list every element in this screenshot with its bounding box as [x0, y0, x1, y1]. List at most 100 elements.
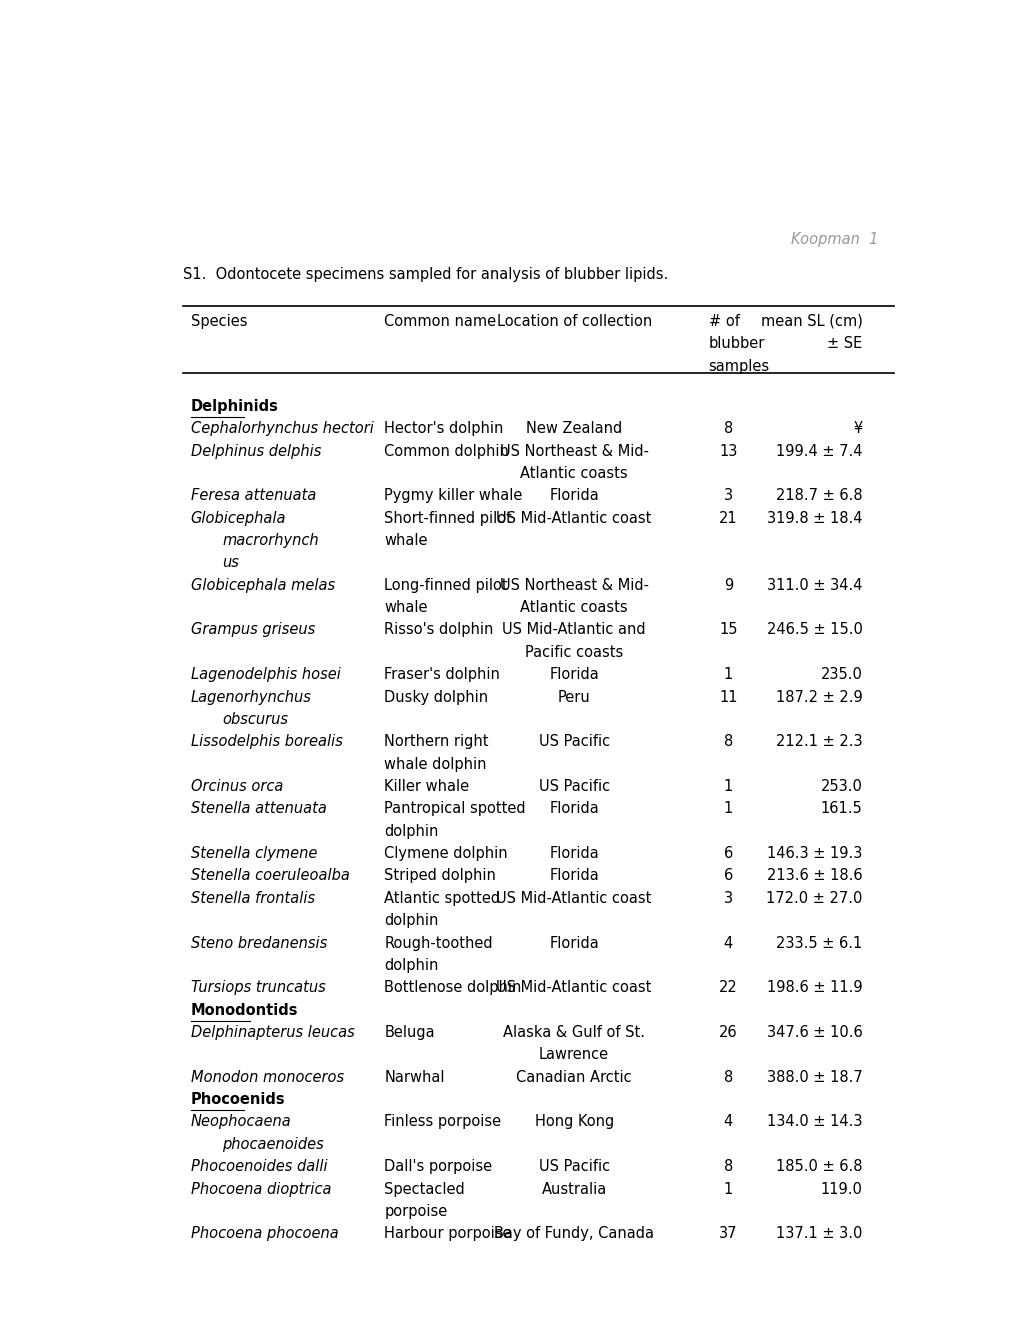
- Text: Narwhal: Narwhal: [384, 1069, 444, 1085]
- Text: 119.0: 119.0: [820, 1181, 862, 1196]
- Text: samples: samples: [708, 359, 769, 374]
- Text: Risso's dolphin: Risso's dolphin: [384, 623, 493, 638]
- Text: whale: whale: [384, 601, 428, 615]
- Text: S1.  Odontocete specimens sampled for analysis of blubber lipids.: S1. Odontocete specimens sampled for ana…: [182, 267, 667, 282]
- Text: Stenella attenuata: Stenella attenuata: [191, 801, 326, 816]
- Text: Hong Kong: Hong Kong: [534, 1114, 613, 1130]
- Text: Bay of Fundy, Canada: Bay of Fundy, Canada: [493, 1226, 653, 1241]
- Text: 13: 13: [718, 444, 737, 458]
- Text: Killer whale: Killer whale: [384, 779, 469, 795]
- Text: Cephalorhynchus hectori: Cephalorhynchus hectori: [191, 421, 373, 436]
- Text: New Zealand: New Zealand: [526, 421, 622, 436]
- Text: # of: # of: [708, 314, 739, 329]
- Text: 235.0: 235.0: [820, 667, 862, 682]
- Text: Canadian Arctic: Canadian Arctic: [516, 1069, 632, 1085]
- Text: 21: 21: [718, 511, 737, 525]
- Text: 212.1 ± 2.3: 212.1 ± 2.3: [775, 734, 862, 750]
- Text: Bottlenose dolphin: Bottlenose dolphin: [384, 981, 522, 995]
- Text: Pacific coasts: Pacific coasts: [525, 645, 623, 660]
- Text: Atlantic coasts: Atlantic coasts: [520, 601, 628, 615]
- Text: Hector's dolphin: Hector's dolphin: [384, 421, 503, 436]
- Text: Delphinapterus leucas: Delphinapterus leucas: [191, 1026, 355, 1040]
- Text: Tursiops truncatus: Tursiops truncatus: [191, 981, 325, 995]
- Text: Neophocaena: Neophocaena: [191, 1114, 291, 1130]
- Text: 15: 15: [718, 623, 737, 638]
- Text: Dusky dolphin: Dusky dolphin: [384, 689, 488, 705]
- Text: whale: whale: [384, 533, 428, 548]
- Text: Common name: Common name: [384, 314, 496, 329]
- Text: Pygmy killer whale: Pygmy killer whale: [384, 488, 523, 503]
- Text: macrorhynch: macrorhynch: [222, 533, 319, 548]
- Text: Steno bredanensis: Steno bredanensis: [191, 936, 327, 950]
- Text: Short-finned pilot: Short-finned pilot: [384, 511, 512, 525]
- Text: 311.0 ± 34.4: 311.0 ± 34.4: [766, 578, 862, 593]
- Text: 388.0 ± 18.7: 388.0 ± 18.7: [766, 1069, 862, 1085]
- Text: porpoise: porpoise: [384, 1204, 447, 1218]
- Text: 3: 3: [723, 488, 732, 503]
- Text: 172.0 ± 27.0: 172.0 ± 27.0: [765, 891, 862, 906]
- Text: 22: 22: [718, 981, 737, 995]
- Text: Harbour porpoise: Harbour porpoise: [384, 1226, 512, 1241]
- Text: US Mid-Atlantic coast: US Mid-Atlantic coast: [496, 891, 651, 906]
- Text: Stenella frontalis: Stenella frontalis: [191, 891, 315, 906]
- Text: Florida: Florida: [548, 801, 598, 816]
- Text: Stenella clymene: Stenella clymene: [191, 846, 317, 861]
- Text: US Mid-Atlantic and: US Mid-Atlantic and: [501, 623, 645, 638]
- Text: Clymene dolphin: Clymene dolphin: [384, 846, 507, 861]
- Text: Florida: Florida: [548, 869, 598, 883]
- Text: Pantropical spotted: Pantropical spotted: [384, 801, 526, 816]
- Text: 26: 26: [718, 1026, 737, 1040]
- Text: 4: 4: [722, 936, 733, 950]
- Text: 199.4 ± 7.4: 199.4 ± 7.4: [775, 444, 862, 458]
- Text: 1: 1: [722, 1181, 733, 1196]
- Text: us: us: [222, 556, 239, 570]
- Text: 1: 1: [722, 801, 733, 816]
- Text: Orcinus orca: Orcinus orca: [191, 779, 283, 795]
- Text: 187.2 ± 2.9: 187.2 ± 2.9: [775, 689, 862, 705]
- Text: 37: 37: [718, 1226, 737, 1241]
- Text: 246.5 ± 15.0: 246.5 ± 15.0: [766, 623, 862, 638]
- Text: 213.6 ± 18.6: 213.6 ± 18.6: [766, 869, 862, 883]
- Text: 1: 1: [722, 667, 733, 682]
- Text: Fraser's dolphin: Fraser's dolphin: [384, 667, 499, 682]
- Text: ¥: ¥: [853, 421, 862, 436]
- Text: 4: 4: [722, 1114, 733, 1130]
- Text: Delphinus delphis: Delphinus delphis: [191, 444, 321, 458]
- Text: 137.1 ± 3.0: 137.1 ± 3.0: [775, 1226, 862, 1241]
- Text: 6: 6: [722, 846, 733, 861]
- Text: Peru: Peru: [557, 689, 590, 705]
- Text: mean SL (cm): mean SL (cm): [760, 314, 862, 329]
- Text: Australia: Australia: [541, 1181, 606, 1196]
- Text: Delphinids: Delphinids: [191, 399, 278, 414]
- Text: 198.6 ± 11.9: 198.6 ± 11.9: [766, 981, 862, 995]
- Text: Alaska & Gulf of St.: Alaska & Gulf of St.: [502, 1026, 644, 1040]
- Text: US Pacific: US Pacific: [538, 779, 609, 795]
- Text: Finless porpoise: Finless porpoise: [384, 1114, 501, 1130]
- Text: Lissodelphis borealis: Lissodelphis borealis: [191, 734, 342, 750]
- Text: US Northeast & Mid-: US Northeast & Mid-: [499, 444, 648, 458]
- Text: Lagenorhynchus: Lagenorhynchus: [191, 689, 312, 705]
- Text: Long-finned pilot: Long-finned pilot: [384, 578, 507, 593]
- Text: Beluga: Beluga: [384, 1026, 435, 1040]
- Text: Lawrence: Lawrence: [538, 1047, 608, 1063]
- Text: ± SE: ± SE: [826, 337, 862, 351]
- Text: Grampus griseus: Grampus griseus: [191, 623, 315, 638]
- Text: Atlantic spotted: Atlantic spotted: [384, 891, 500, 906]
- Text: 11: 11: [718, 689, 737, 705]
- Text: Monodontids: Monodontids: [191, 1003, 298, 1018]
- Text: 134.0 ± 14.3: 134.0 ± 14.3: [766, 1114, 862, 1130]
- Text: Globicephala melas: Globicephala melas: [191, 578, 334, 593]
- Text: 319.8 ± 18.4: 319.8 ± 18.4: [766, 511, 862, 525]
- Text: Florida: Florida: [548, 936, 598, 950]
- Text: Florida: Florida: [548, 846, 598, 861]
- Text: Stenella coeruleoalba: Stenella coeruleoalba: [191, 869, 350, 883]
- Text: dolphin: dolphin: [384, 958, 438, 973]
- Text: 1: 1: [722, 779, 733, 795]
- Text: 8: 8: [722, 734, 733, 750]
- Text: Species: Species: [191, 314, 247, 329]
- Text: blubber: blubber: [708, 337, 764, 351]
- Text: Atlantic coasts: Atlantic coasts: [520, 466, 628, 480]
- Text: 253.0: 253.0: [820, 779, 862, 795]
- Text: Feresa attenuata: Feresa attenuata: [191, 488, 316, 503]
- Text: 146.3 ± 19.3: 146.3 ± 19.3: [766, 846, 862, 861]
